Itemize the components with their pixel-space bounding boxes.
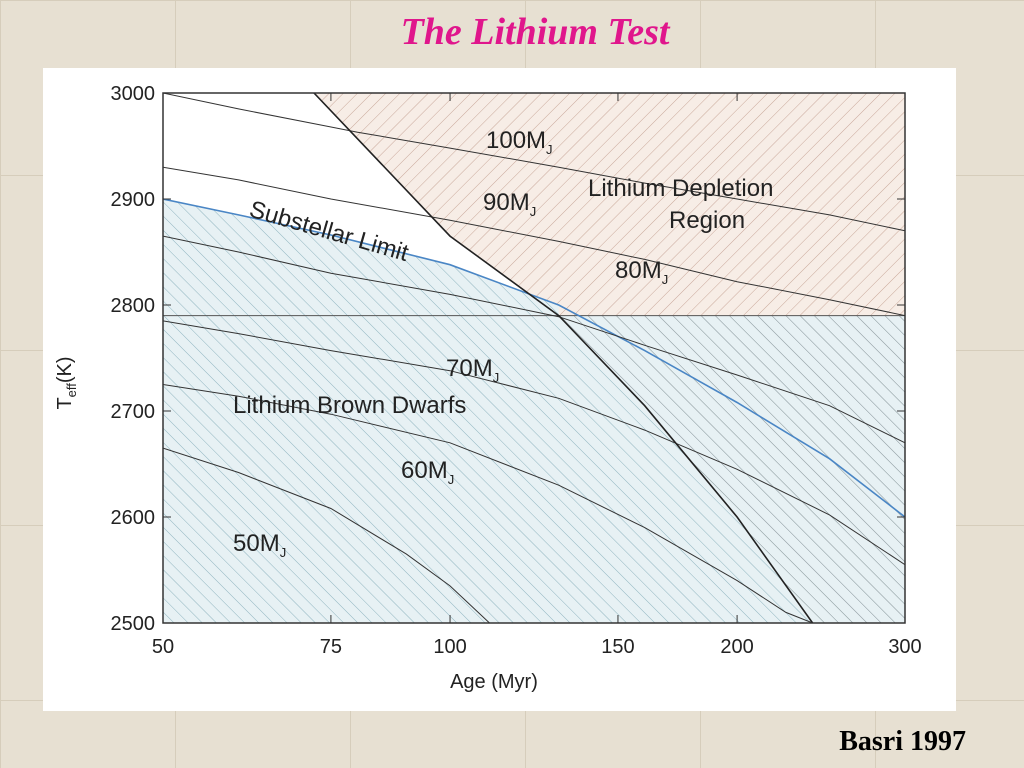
credit: Basri 1997 <box>839 726 966 757</box>
x-tick-label: 100 <box>433 636 466 658</box>
x-tick-label: 75 <box>320 636 342 658</box>
substellar-band <box>163 199 559 316</box>
chart-panel: 50 75 100 150 200 300 2500 2600 2700 2800 2900 3000… <box>43 68 956 711</box>
plot-frame <box>162 92 906 624</box>
series-line-5 <box>163 384 813 623</box>
x-axis-label: Age (Myr) <box>450 671 538 693</box>
slide-title: The Lithium Test <box>400 11 670 53</box>
y-tick-label: 2800 <box>111 295 156 317</box>
overlap-region <box>558 315 905 623</box>
series-label-5: 60MJ <box>401 457 454 487</box>
series-line-4 <box>163 320 905 566</box>
series-line-2 <box>163 198 905 518</box>
series-label-6: 50MJ <box>233 530 286 560</box>
series-label-1: 90MJ <box>483 189 536 219</box>
depletion-region-label: Lithium Depletion <box>588 175 773 202</box>
series-label-0: 100MJ <box>486 127 553 157</box>
series-line-1 <box>163 166 905 317</box>
y-tick-label: 3000 <box>111 83 156 105</box>
depletion-boundary-line <box>313 93 814 623</box>
series-line-6 <box>163 447 490 623</box>
depletion-region-label-2: Region <box>669 207 745 234</box>
x-tick-label: 200 <box>720 636 753 658</box>
y-tick-label: 2900 <box>111 189 156 211</box>
chart: 50 75 100 150 200 300 2500 2600 2700 2800 2900 3000… <box>54 83 922 693</box>
series-label-3: 80MJ <box>615 257 668 287</box>
x-tick-label: 150 <box>601 636 634 658</box>
y-tick-label: 2500 <box>111 613 156 635</box>
series-label-4: 70MJ <box>446 355 499 385</box>
series-line-0 <box>163 93 905 232</box>
y-axis-label: Teff(K) <box>54 356 79 409</box>
x-tick-label: 300 <box>888 636 921 658</box>
y-tick-label: 2700 <box>111 401 156 423</box>
y-tick-label: 2600 <box>111 507 156 529</box>
x-tick-label: 50 <box>152 636 174 658</box>
brown-dwarf-label: Lithium Brown Dwarfs <box>233 392 466 419</box>
